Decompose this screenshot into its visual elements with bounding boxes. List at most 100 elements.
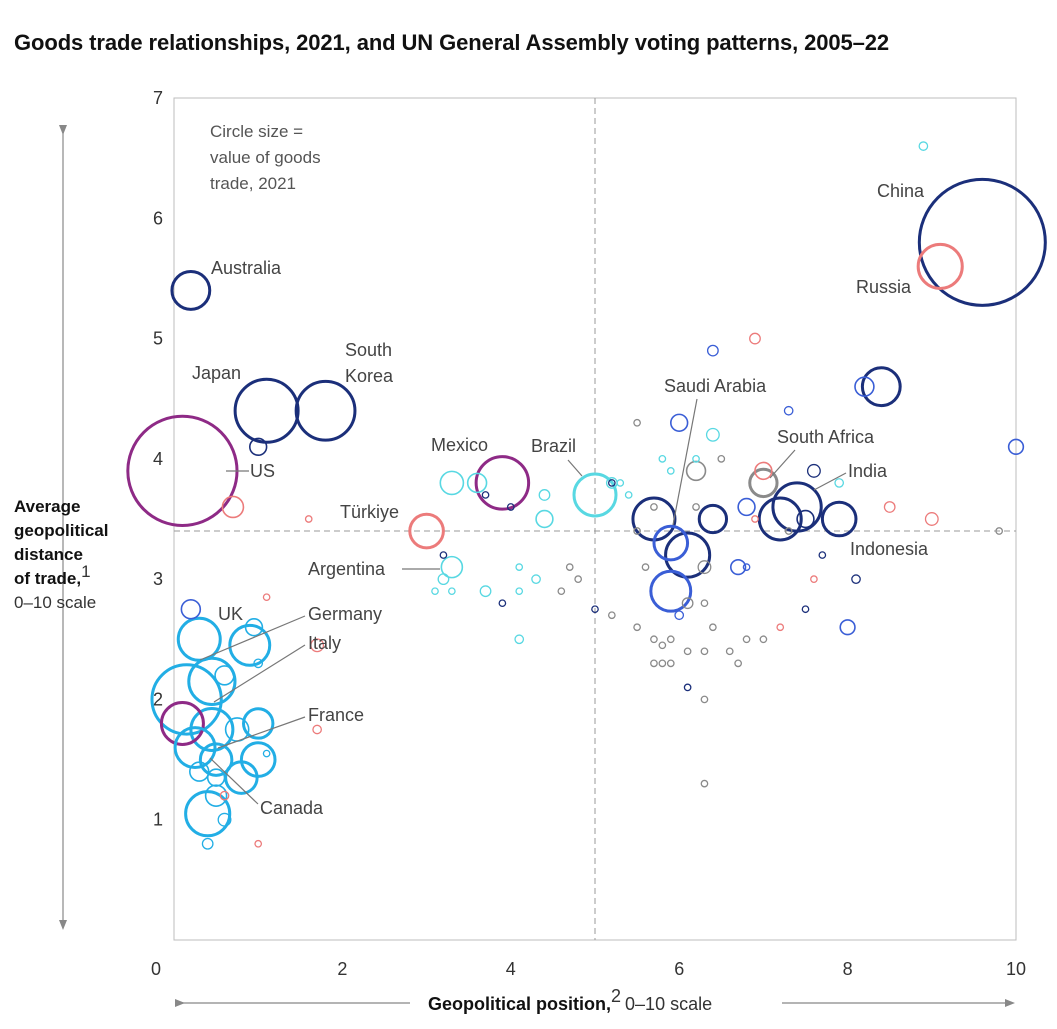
leader-south-africa [769,449,796,479]
y-axis-label-line-3: distance [14,545,83,564]
leader-canada [209,757,259,805]
point [995,527,1004,535]
point [515,587,524,596]
point-south-africa [748,467,779,499]
point [466,472,488,494]
point-japan [233,377,300,444]
point [538,489,551,501]
y-axis-label-line-4: of trade, [14,569,81,588]
point [228,623,272,667]
point [737,497,756,517]
label-russia: Russia [856,277,912,297]
label-india: India [848,461,888,481]
point [633,623,641,632]
point [700,599,709,608]
point [706,344,719,357]
y-tick-7: 7 [153,88,163,108]
point-t-rkiye [408,512,445,550]
point-australia [170,270,212,311]
point-germany [176,616,222,662]
point [806,463,821,478]
point-us [126,414,239,527]
point [810,575,818,583]
point [217,812,232,827]
point [854,376,875,397]
y-axis-label-line-2: geopolitical [14,521,108,540]
y-tick-5: 5 [153,329,163,349]
point [783,405,794,416]
point [692,503,700,511]
point [312,724,322,735]
point [918,141,929,151]
point [839,619,856,636]
points-layer [126,141,1047,850]
y-axis-label-line-1: Average [14,497,80,516]
point [742,563,751,571]
point [633,527,641,535]
label-brazil: Brazil [531,436,576,456]
y-tick-2: 2 [153,689,163,709]
point [666,467,675,475]
point [431,587,439,596]
point [506,503,515,511]
point [883,501,896,513]
size-note-line-2: value of goods [210,148,321,167]
label-france: France [308,705,364,725]
point-brazil [572,472,618,518]
point [692,455,700,463]
point [262,593,271,602]
point [751,515,759,523]
x-tick-10: 10 [1006,959,1026,979]
point [607,611,616,620]
point [204,784,228,807]
x-tick-8: 8 [843,959,853,979]
point [239,741,277,778]
y-tick-3: 3 [153,569,163,589]
point [616,479,625,487]
point [757,496,803,542]
point [818,551,827,559]
point [754,461,773,481]
x-tick-0: 0 [151,959,161,979]
point [709,623,717,632]
point [784,527,793,535]
x-tick-labels: 0 2 4 6 8 10 [151,959,1026,979]
y-axis-label-sup: 1 [81,562,90,581]
point [860,366,902,408]
leader-lines [199,398,847,805]
leader-saudi-arabia [672,398,698,526]
point [697,503,729,535]
label-mexico: Mexico [431,435,488,455]
point [189,761,210,782]
point-russia [916,242,964,290]
point [683,647,692,656]
point [479,585,492,598]
point [607,479,616,487]
point [664,531,712,579]
point [742,635,751,644]
leader-france [217,716,306,749]
point [254,839,263,848]
point [249,437,268,457]
label-australia: Australia [211,258,282,278]
point [481,491,490,499]
point [801,605,810,614]
x-tick-6: 6 [674,959,684,979]
point [515,563,524,571]
point [666,635,675,644]
point [531,574,541,584]
point [221,495,245,519]
label-argentina: Argentina [308,559,386,579]
label-uk: UK [218,604,243,624]
point [514,634,525,645]
point [535,509,554,529]
point-china [917,177,1047,307]
label-south-korea: South Korea [345,340,394,386]
y-tick-1: 1 [153,810,163,830]
label-south-africa: South Africa [777,427,875,447]
point [700,647,709,656]
leader-italy [213,644,306,703]
point-saudi-arabia [652,524,690,562]
x-tick-2: 2 [337,959,347,979]
y-tick-4: 4 [153,449,163,469]
